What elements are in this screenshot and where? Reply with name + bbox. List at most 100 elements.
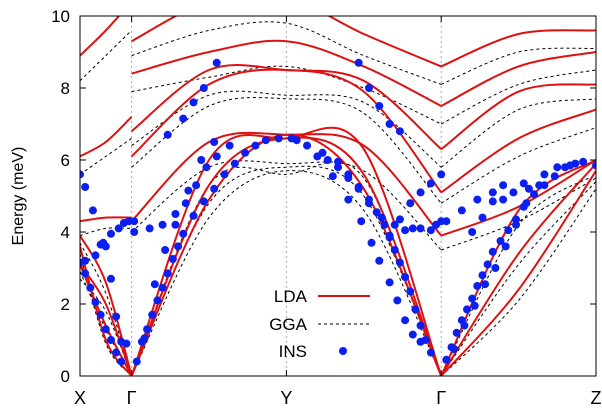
gga-band-line bbox=[441, 47, 596, 85]
ins-data-point bbox=[401, 316, 410, 325]
ins-data-point bbox=[212, 58, 221, 67]
ins-data-point bbox=[385, 231, 394, 240]
ins-data-point bbox=[450, 345, 459, 353]
ins-data-point bbox=[426, 348, 435, 357]
ins-data-point bbox=[592, 161, 596, 170]
ins-data-point bbox=[395, 258, 404, 267]
y-tick-label: 4 bbox=[61, 223, 70, 242]
ins-data-point bbox=[130, 217, 139, 226]
gga-band-line bbox=[131, 97, 442, 204]
ins-data-point bbox=[251, 141, 260, 150]
ins-data-point bbox=[114, 224, 123, 233]
ins-data-point bbox=[163, 269, 172, 278]
ins-data-point bbox=[473, 282, 482, 290]
ins-data-point bbox=[220, 170, 229, 179]
ins-data-point bbox=[406, 199, 415, 208]
gga-band-line bbox=[80, 227, 132, 237]
ins-data-point bbox=[148, 310, 157, 319]
ins-data-point bbox=[158, 220, 167, 229]
ins-data-point bbox=[372, 208, 381, 217]
ins-data-point bbox=[499, 181, 508, 190]
ins-data-point bbox=[496, 237, 505, 245]
ins-data-point bbox=[393, 296, 402, 305]
lda-band-line bbox=[440, 162, 596, 376]
ins-data-point bbox=[323, 156, 332, 164]
x-tick-label: Γ bbox=[436, 388, 446, 408]
ins-data-point bbox=[171, 220, 180, 229]
ins-data-point bbox=[499, 195, 508, 204]
ins-data-point bbox=[411, 305, 420, 314]
y-axis-label: Energy (meV) bbox=[10, 147, 27, 246]
ins-data-point bbox=[442, 355, 451, 364]
ins-data-point bbox=[153, 296, 162, 305]
ins-data-point bbox=[375, 256, 384, 265]
ins-data-point bbox=[168, 255, 177, 263]
ins-data-point bbox=[460, 321, 469, 330]
ins-data-point bbox=[488, 197, 497, 206]
ins-series bbox=[80, 58, 596, 366]
ins-data-point bbox=[344, 174, 353, 182]
lda-band-line bbox=[130, 126, 443, 376]
y-tick-label: 8 bbox=[61, 79, 70, 98]
ins-data-point bbox=[143, 325, 152, 334]
ins-data-point bbox=[210, 138, 219, 146]
ins-data-point bbox=[377, 213, 386, 222]
ins-data-point bbox=[390, 246, 399, 254]
lda-band-line bbox=[80, 216, 132, 223]
ins-data-point bbox=[483, 260, 492, 269]
ins-data-point bbox=[470, 301, 479, 310]
gridlines bbox=[131, 16, 442, 376]
ins-data-point bbox=[179, 229, 188, 238]
gga-band-line bbox=[440, 127, 596, 204]
ins-data-point bbox=[106, 229, 115, 238]
gga-band-line bbox=[441, 177, 596, 251]
ins-data-point bbox=[81, 256, 90, 265]
lda-band-line bbox=[440, 83, 596, 151]
ins-data-point bbox=[452, 328, 461, 337]
lda-band-line bbox=[440, 51, 596, 107]
ins-data-point bbox=[184, 186, 193, 195]
ins-data-point bbox=[524, 184, 533, 193]
ins-data-point bbox=[145, 224, 154, 233]
ins-data-point bbox=[488, 188, 497, 197]
ins-data-point bbox=[408, 330, 417, 339]
legend-label: GGA bbox=[269, 315, 307, 334]
ins-data-point bbox=[416, 337, 425, 346]
ins-data-point bbox=[504, 226, 513, 235]
ins-data-point bbox=[550, 172, 559, 181]
ins-data-point bbox=[88, 206, 97, 215]
ins-data-point bbox=[212, 152, 221, 161]
ins-data-point bbox=[261, 136, 270, 145]
ins-data-point bbox=[80, 170, 84, 179]
ins-data-point bbox=[442, 217, 451, 226]
ins-data-point bbox=[364, 199, 373, 208]
x-tick-label: Z bbox=[591, 388, 602, 408]
ins-data-point bbox=[522, 199, 531, 208]
ins-data-point bbox=[174, 242, 183, 251]
ins-data-point bbox=[230, 159, 239, 168]
ins-data-point bbox=[468, 228, 477, 236]
ins-data-point bbox=[488, 247, 497, 256]
lda-series bbox=[80, 16, 596, 376]
lda-band-line bbox=[440, 108, 596, 194]
ins-data-point bbox=[192, 181, 201, 190]
ins-data-point bbox=[99, 238, 108, 247]
ins-data-point bbox=[426, 179, 435, 188]
gga-band-line bbox=[80, 242, 133, 376]
ins-data-point bbox=[122, 339, 131, 348]
ins-data-point bbox=[437, 170, 446, 179]
axes: X Γ Y Γ Z 0 2 4 6 8 10 bbox=[51, 7, 601, 408]
ins-data-point bbox=[579, 157, 588, 166]
gga-band-line bbox=[131, 65, 442, 125]
ins-data-point bbox=[375, 102, 384, 110]
ins-data-point bbox=[106, 274, 115, 283]
ins-data-point bbox=[132, 357, 141, 366]
ins-data-point bbox=[401, 226, 410, 235]
plot-frame bbox=[79, 15, 597, 377]
lda-band-line bbox=[130, 64, 442, 150]
ins-data-point bbox=[406, 287, 415, 296]
ins-data-point bbox=[395, 127, 404, 136]
ins-data-point bbox=[501, 242, 510, 251]
